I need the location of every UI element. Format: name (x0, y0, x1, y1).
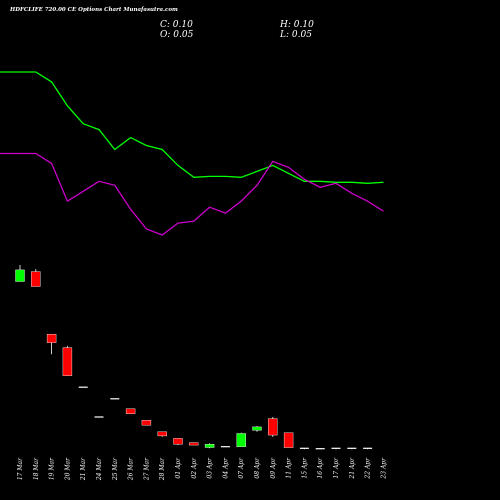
candle-body (46, 334, 57, 343)
candle-body (110, 398, 120, 400)
low-readout: L: 0.05 (280, 30, 312, 40)
high-readout: H: 0.10 (280, 20, 314, 30)
candle-body (15, 269, 25, 282)
candle-body (157, 431, 167, 437)
candle-body (331, 447, 341, 449)
x-tick-label: 27 Mar (143, 457, 150, 481)
x-tick-label: 09 Apr (270, 457, 277, 479)
x-tick-label: 02 Apr (191, 457, 198, 479)
candle-body (78, 386, 88, 388)
candle-body (62, 347, 73, 376)
candle-body (31, 271, 41, 287)
candle-body (236, 433, 246, 447)
x-tick-label: 07 Apr (238, 457, 245, 479)
x-tick-label: 22 Apr (365, 457, 372, 480)
chart-title: HDFCLIFE 720.00 CE Options Chart Munafas… (10, 7, 178, 13)
candle-body (283, 432, 294, 448)
x-tick-label: 17 Mar (17, 457, 24, 480)
x-tick-label: 01 Apr (175, 457, 182, 479)
candle-body (268, 418, 278, 436)
candle-body (315, 448, 325, 450)
x-tick-label: 18 Mar (33, 457, 40, 480)
x-tick-label: 17 Apr (333, 457, 340, 479)
x-tick-label: 15 Apr (301, 457, 308, 479)
candle-body (252, 426, 262, 431)
candle-body (299, 447, 309, 449)
candle-body (363, 447, 373, 449)
x-tick-label: 08 Apr (254, 457, 261, 479)
candle-body (125, 408, 136, 414)
candle-body (94, 416, 104, 418)
x-tick-label: 25 Mar (112, 457, 119, 481)
x-tick-label: 24 Mar (96, 457, 103, 481)
x-tick-label: 03 Apr (207, 457, 214, 479)
candle-body (141, 420, 152, 426)
x-tick-label: 26 Mar (128, 457, 135, 481)
candle-body (347, 447, 357, 449)
x-tick-label: 11 Apr (286, 457, 293, 479)
x-tick-label: 21 Mar (80, 457, 87, 481)
x-tick-label: 23 Apr (380, 457, 387, 480)
close-readout: C: 0.10 (160, 20, 193, 30)
open-readout: O: 0.05 (160, 30, 194, 40)
candle-body (220, 446, 230, 448)
x-tick-label: 04 Apr (222, 457, 229, 479)
moving-average-line-2 (0, 152, 384, 236)
candle-body (189, 442, 199, 446)
x-tick-label: 19 Mar (49, 457, 56, 480)
candle-body (173, 438, 183, 445)
x-tick-label: 20 Mar (64, 457, 71, 481)
x-tick-label: 16 Apr (317, 457, 324, 479)
x-tick-label: 28 Mar (159, 457, 166, 481)
x-tick-label: 21 Apr (349, 457, 356, 480)
candle-body (204, 444, 215, 448)
moving-average-line-1 (0, 71, 384, 184)
